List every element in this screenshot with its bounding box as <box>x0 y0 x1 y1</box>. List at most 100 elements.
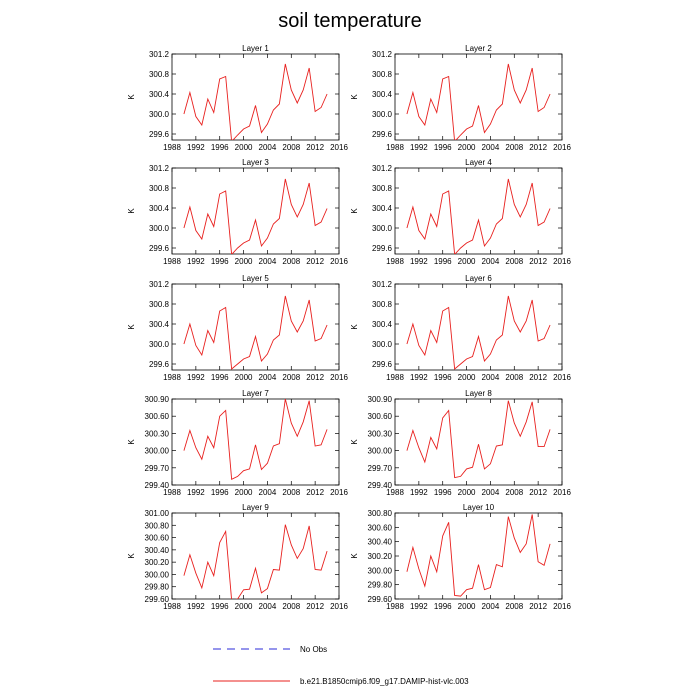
series-line-layer-7 <box>183 399 328 480</box>
x-tick-label-layer-7: 1996 <box>211 488 229 497</box>
x-tick-label-layer-3: 2012 <box>306 257 324 266</box>
y-tick-label-layer-3: 300.8 <box>149 184 170 193</box>
y-axis-label-layer-8: K <box>350 439 359 445</box>
series-line-layer-8 <box>406 400 551 479</box>
x-tick-label-layer-8: 2000 <box>458 488 476 497</box>
x-tick-label-layer-8: 2008 <box>505 488 523 497</box>
y-tick-label-layer-3: 299.6 <box>149 244 170 253</box>
y-tick-label-layer-7: 300.90 <box>145 395 170 404</box>
x-tick-label-layer-6: 2012 <box>529 373 547 382</box>
x-tick-label-layer-4: 2016 <box>553 257 571 266</box>
x-tick-label-layer-5: 2016 <box>330 373 348 382</box>
y-axis-label-layer-6: K <box>350 324 359 330</box>
plot-frame-layer-9 <box>171 512 340 600</box>
y-tick-label-layer-5: 300.0 <box>149 340 170 349</box>
x-tick-label-layer-3: 1992 <box>187 257 205 266</box>
x-tick-label-layer-1: 1996 <box>211 143 229 152</box>
series-line-layer-5 <box>183 295 328 370</box>
panel-layer-1: Layer 1 1988 1992 1996 2000 2004 2008 2012 2016 2… <box>127 44 348 152</box>
y-axis-label-layer-3: K <box>127 208 136 214</box>
panel-layer-6: Layer 6 1988 1992 1996 2000 2004 2008 2012 2016 2… <box>350 274 571 382</box>
panel-layer-2: Layer 2 1988 1992 1996 2000 2004 2008 2012 2016 2… <box>350 44 571 152</box>
y-tick-label-layer-9: 300.00 <box>145 570 170 579</box>
x-tick-label-layer-6: 2016 <box>553 373 571 382</box>
series-line-layer-6 <box>406 295 551 370</box>
series-line-layer-9 <box>183 524 328 599</box>
x-tick-label-layer-7: 2012 <box>306 488 324 497</box>
x-tick-label-layer-3: 2000 <box>235 257 253 266</box>
y-axis-label-layer-7: K <box>127 439 136 445</box>
plot-frame-layer-2 <box>394 53 563 141</box>
y-tick-label-layer-7: 299.40 <box>145 481 170 490</box>
x-tick-label-layer-1: 2012 <box>306 143 324 152</box>
y-tick-label-layer-3: 301.2 <box>149 164 170 173</box>
y-tick-label-layer-2: 300.0 <box>372 110 393 119</box>
panel-layer-4: Layer 4 1988 1992 1996 2000 2004 2008 2012 2016 2… <box>350 158 571 266</box>
x-tick-label-layer-3: 1988 <box>163 257 181 266</box>
y-tick-label-layer-9: 300.80 <box>145 521 170 530</box>
y-tick-label-layer-5: 300.4 <box>149 320 170 329</box>
x-tick-label-layer-3: 1996 <box>211 257 229 266</box>
y-tick-label-layer-6: 301.2 <box>372 280 393 289</box>
series-line-layer-1 <box>183 63 328 140</box>
x-tick-label-layer-6: 2008 <box>505 373 523 382</box>
x-tick-label-layer-7: 2000 <box>235 488 253 497</box>
legend: No Obs b.e21.B1850cmip6.f09_g17.DAMIP-hi… <box>213 645 469 686</box>
plot-frame-layer-10 <box>394 512 563 600</box>
plot-frame-layer-6 <box>394 283 563 371</box>
x-tick-label-layer-9: 2012 <box>306 602 324 611</box>
y-tick-label-layer-10: 300.20 <box>368 552 393 561</box>
y-tick-label-layer-1: 301.2 <box>149 50 170 59</box>
panel-title-layer-3: Layer 3 <box>242 158 269 167</box>
x-tick-label-layer-2: 2000 <box>458 143 476 152</box>
panel-title-layer-10: Layer 10 <box>463 503 495 512</box>
y-tick-label-layer-3: 300.0 <box>149 224 170 233</box>
plot-frame-layer-8 <box>394 398 563 486</box>
x-tick-label-layer-2: 1992 <box>410 143 428 152</box>
y-axis-label-layer-9: K <box>127 553 136 559</box>
x-tick-label-layer-2: 1996 <box>434 143 452 152</box>
figure-title: soil temperature <box>278 10 421 32</box>
x-tick-label-layer-4: 2004 <box>482 257 500 266</box>
x-tick-label-layer-4: 1988 <box>386 257 404 266</box>
plot-frame-layer-1 <box>171 53 340 141</box>
x-tick-label-layer-5: 1996 <box>211 373 229 382</box>
panel-layer-3: Layer 3 1988 1992 1996 2000 2004 2008 2012 2016 2… <box>127 158 348 266</box>
x-tick-label-layer-10: 2008 <box>505 602 523 611</box>
y-tick-label-layer-8: 299.70 <box>368 464 393 473</box>
y-axis-label-layer-10: K <box>350 553 359 559</box>
plot-frame-layer-5 <box>171 283 340 371</box>
y-tick-label-layer-9: 299.80 <box>145 583 170 592</box>
x-tick-label-layer-9: 1992 <box>187 602 205 611</box>
y-tick-label-layer-4: 300.4 <box>372 204 393 213</box>
x-tick-label-layer-5: 2004 <box>259 373 277 382</box>
panel-layer-10: Layer 10 1988 1992 1996 2000 2004 2008 2012 2016… <box>350 503 571 611</box>
y-tick-label-layer-1: 300.4 <box>149 90 170 99</box>
y-tick-label-layer-7: 300.00 <box>145 447 170 456</box>
x-tick-label-layer-10: 2012 <box>529 602 547 611</box>
x-tick-label-layer-10: 2016 <box>553 602 571 611</box>
x-tick-label-layer-8: 2016 <box>553 488 571 497</box>
x-tick-label-layer-9: 2008 <box>282 602 300 611</box>
y-tick-label-layer-2: 299.6 <box>372 130 393 139</box>
x-tick-label-layer-1: 2016 <box>330 143 348 152</box>
legend-label-no-obs: No Obs <box>300 645 327 654</box>
series-line-layer-4 <box>406 178 551 254</box>
plot-frame-layer-7 <box>171 398 340 486</box>
y-tick-label-layer-3: 300.4 <box>149 204 170 213</box>
panel-layer-7: Layer 7 1988 1992 1996 2000 2004 2008 2012 2016 2… <box>127 389 348 497</box>
x-tick-label-layer-5: 1992 <box>187 373 205 382</box>
y-tick-label-layer-8: 300.00 <box>368 447 393 456</box>
y-tick-label-layer-1: 299.6 <box>149 130 170 139</box>
x-tick-label-layer-7: 1992 <box>187 488 205 497</box>
x-tick-label-layer-5: 1988 <box>163 373 181 382</box>
y-tick-label-layer-4: 300.0 <box>372 224 393 233</box>
x-tick-label-layer-6: 1988 <box>386 373 404 382</box>
x-tick-label-layer-7: 2004 <box>259 488 277 497</box>
x-tick-label-layer-6: 2004 <box>482 373 500 382</box>
y-tick-label-layer-9: 300.60 <box>145 534 170 543</box>
y-tick-label-layer-5: 301.2 <box>149 280 170 289</box>
x-tick-label-layer-7: 2016 <box>330 488 348 497</box>
x-tick-label-layer-4: 2012 <box>529 257 547 266</box>
x-tick-label-layer-6: 1992 <box>410 373 428 382</box>
